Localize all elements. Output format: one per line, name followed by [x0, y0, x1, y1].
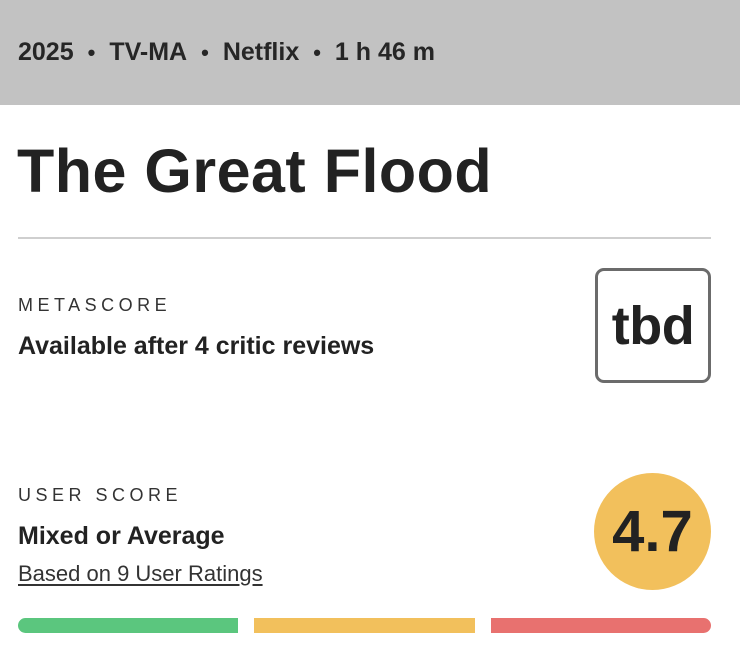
- separator-dot: •: [87, 39, 96, 65]
- runtime: 1 h 46 m: [334, 38, 435, 66]
- page-title: The Great Flood: [17, 137, 493, 205]
- user-score-verdict: Mixed or Average: [18, 522, 225, 550]
- release-year: 2025: [18, 38, 74, 66]
- distribution-mixed-segment: [254, 618, 475, 633]
- content-rating: TV-MA: [109, 38, 188, 66]
- user-ratings-link[interactable]: Based on 9 User Ratings: [18, 561, 263, 586]
- separator-dot: •: [201, 39, 209, 65]
- meta-bar: 2025 • TV-MA • Netflix • 1 h 46 m: [0, 0, 740, 105]
- separator-dot: •: [313, 39, 321, 65]
- user-score-label: USER SCORE: [18, 485, 183, 505]
- divider: [18, 237, 711, 239]
- distribution-negative-segment: [490, 618, 711, 633]
- score-distribution-bar: [18, 618, 711, 633]
- network-name: Netflix: [222, 38, 300, 66]
- metascore-status: Available after 4 critic reviews: [18, 332, 375, 360]
- user-score-badge: 4.7: [594, 473, 711, 590]
- metascore-badge: tbd: [595, 268, 711, 383]
- distribution-positive-segment: [18, 618, 239, 633]
- metascore-label: METASCORE: [18, 295, 172, 315]
